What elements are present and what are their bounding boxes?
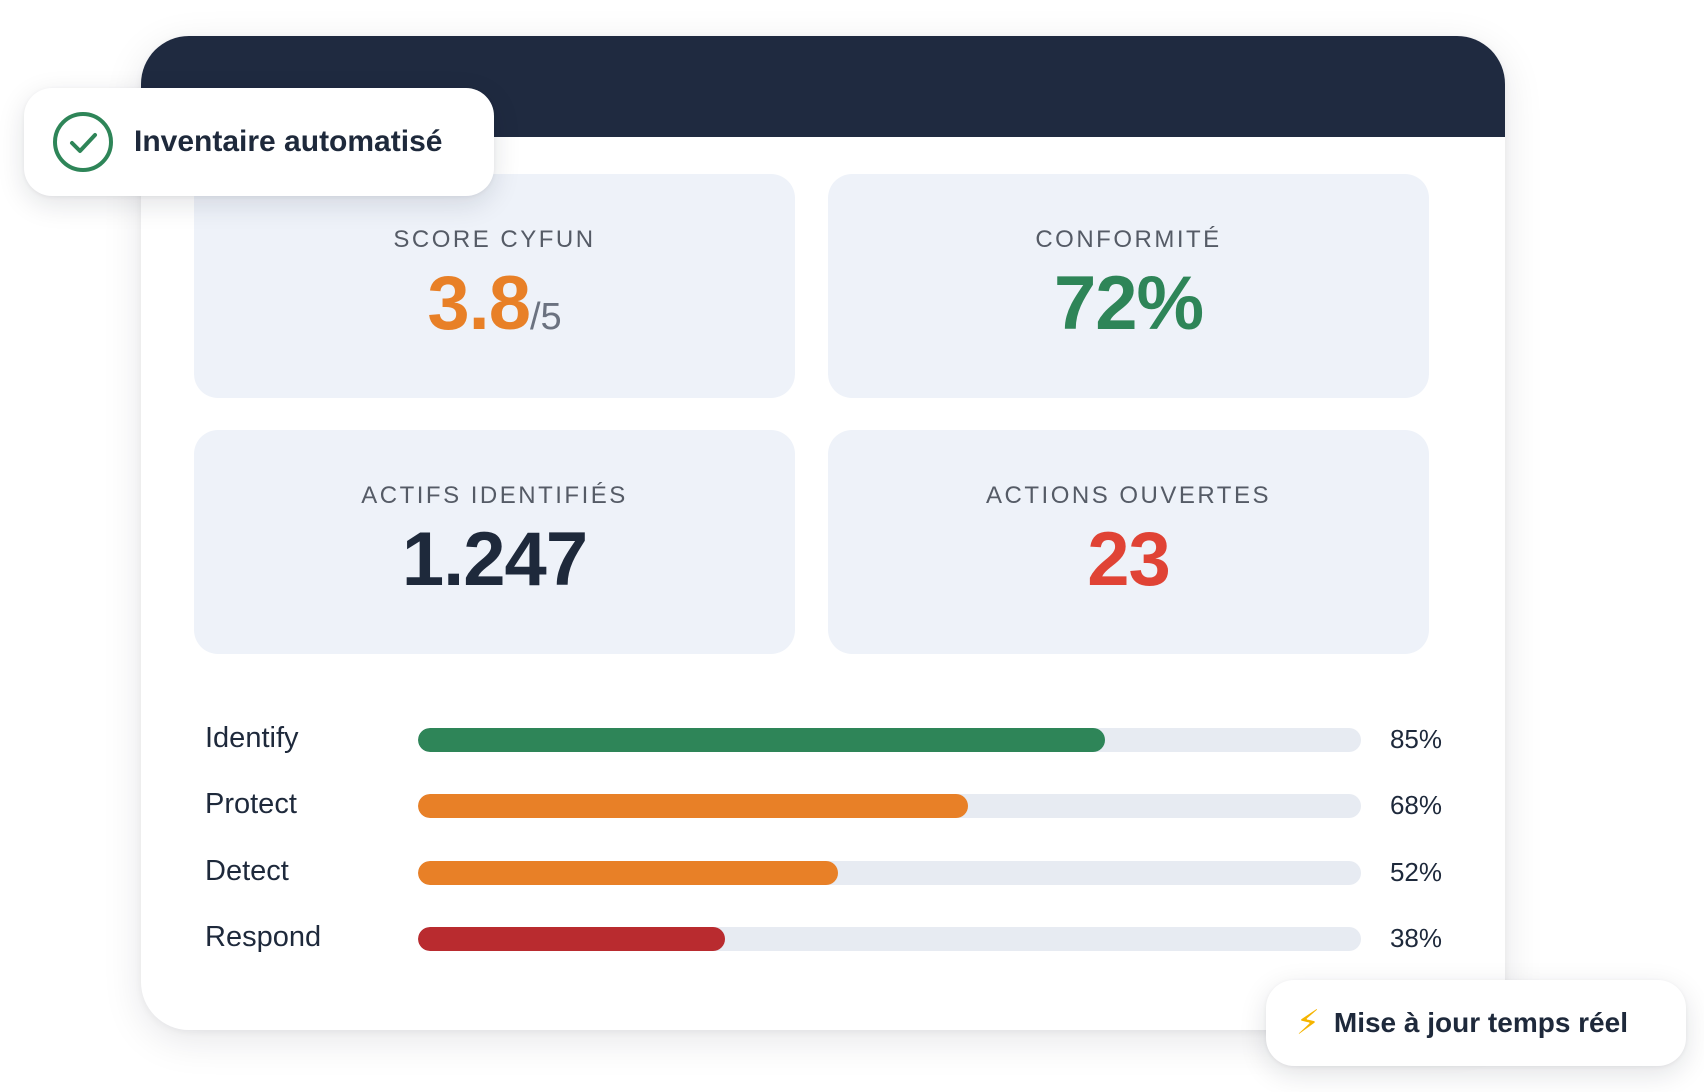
open-actions-value: 23 bbox=[1087, 517, 1171, 602]
open-actions-label: ACTIONS OUVERTES bbox=[986, 482, 1271, 509]
check-circle-icon bbox=[52, 111, 114, 173]
assets-label: ACTIFS IDENTIFIÉS bbox=[361, 482, 628, 509]
score-cyfun-card: SCORE CYFUN 3.8/5 bbox=[194, 174, 795, 398]
progress-percent: 68% bbox=[1389, 790, 1442, 820]
progress-fill bbox=[418, 794, 968, 818]
assets-card: ACTIFS IDENTIFIÉS 1.247 bbox=[194, 430, 795, 654]
progress-label: Detect bbox=[205, 855, 289, 887]
progress-percent: 85% bbox=[1389, 724, 1442, 754]
progress-percent: 38% bbox=[1389, 923, 1442, 953]
realtime-badge: ⚡ Mise à jour temps réel bbox=[1266, 980, 1686, 1066]
progress-fill bbox=[418, 861, 839, 885]
compliance-label: CONFORMITÉ bbox=[1035, 226, 1222, 253]
progress-fill bbox=[418, 927, 726, 951]
progress-track bbox=[418, 861, 1361, 885]
progress-percent: 52% bbox=[1389, 857, 1442, 887]
progress-fill bbox=[418, 728, 1105, 752]
progress-label: Respond bbox=[205, 921, 322, 953]
assets-value: 1.247 bbox=[401, 517, 588, 602]
score-cyfun-value: 3.8/5 bbox=[194, 266, 795, 342]
score-max: /5 bbox=[529, 296, 562, 338]
progress-label: Identify bbox=[205, 722, 299, 754]
realtime-badge-label: Mise à jour temps réel bbox=[1333, 1007, 1628, 1038]
progress-label: Protect bbox=[205, 788, 297, 820]
progress-track bbox=[418, 728, 1361, 752]
lightning-icon: ⚡ bbox=[1296, 1003, 1320, 1043]
inventory-badge: Inventaire automatisé bbox=[24, 88, 494, 196]
inventory-badge-label: Inventaire automatisé bbox=[134, 125, 443, 158]
progress-row-respond: Respond 38% bbox=[205, 919, 1442, 959]
progress-row-identify: Identify 85% bbox=[205, 720, 1442, 760]
open-actions-card: ACTIONS OUVERTES 23 bbox=[828, 430, 1429, 654]
progress-track bbox=[418, 794, 1361, 818]
compliance-value: 72% bbox=[1053, 261, 1204, 346]
progress-row-protect: Protect 68% bbox=[205, 786, 1442, 826]
progress-track bbox=[418, 927, 1361, 951]
score-cyfun-label: SCORE CYFUN bbox=[393, 226, 596, 253]
progress-row-detect: Detect 52% bbox=[205, 853, 1442, 893]
score-value: 3.8 bbox=[427, 261, 531, 346]
dashboard-card: SCORE CYFUN 3.8/5 CONFORMITÉ 72% ACTIFS … bbox=[141, 36, 1505, 1030]
compliance-card: CONFORMITÉ 72% bbox=[828, 174, 1429, 398]
